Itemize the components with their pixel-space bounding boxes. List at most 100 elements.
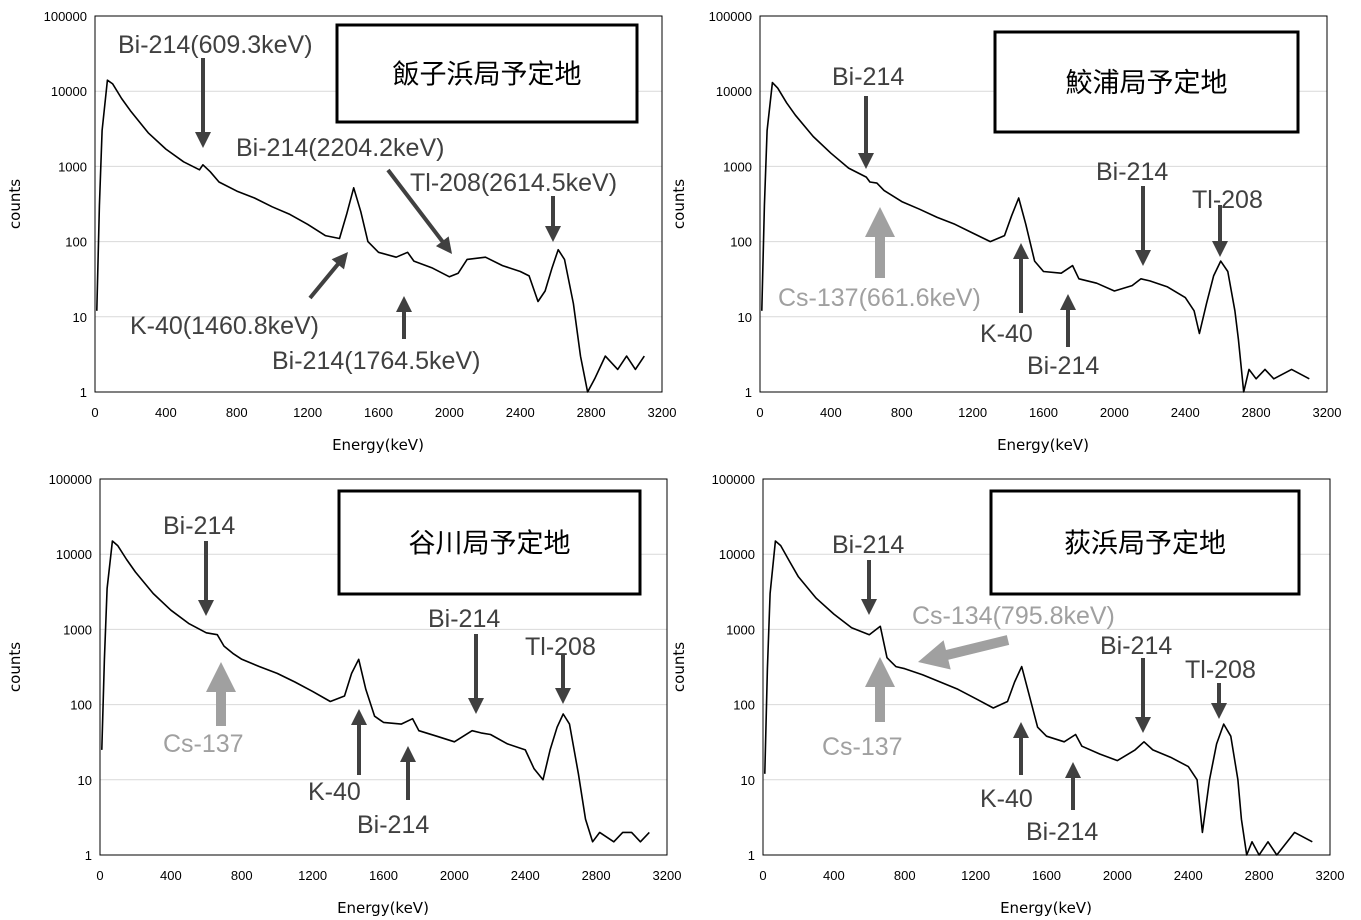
y-tick-label: 100000	[712, 472, 755, 487]
annotation-arrow-head	[1065, 762, 1081, 778]
annotation-arrow-head	[435, 236, 452, 254]
y-tick-label: 1000	[58, 159, 87, 174]
x-axis-label: Energy(keV)	[332, 436, 424, 454]
x-tick-label: 2000	[440, 868, 469, 883]
title-box	[335, 23, 639, 124]
title-box	[337, 489, 642, 596]
annotation-arrow-head	[1212, 241, 1228, 257]
y-tick-label: 1	[80, 385, 87, 400]
annotation-arrow-head	[1135, 717, 1151, 733]
y-tick-label: 100	[733, 698, 755, 713]
annotation-arrow-shaft	[308, 262, 340, 300]
annotation-arrow-head	[1135, 250, 1151, 266]
x-tick-label: 2000	[435, 405, 464, 420]
panel-title: 鮫浦局予定地	[1066, 68, 1228, 99]
peak-annotation-label: Cs-137(661.6keV)	[778, 284, 981, 312]
y-axis-label: counts	[6, 179, 24, 229]
annotation-arrow-head	[1013, 722, 1029, 738]
x-tick-label: 3200	[648, 405, 677, 420]
title-box	[993, 30, 1300, 134]
y-tick-label: 100	[730, 235, 752, 250]
y-tick-label: 10	[78, 773, 92, 788]
spectrum-line	[101, 540, 650, 843]
peak-annotation-label: Bi-214	[428, 605, 500, 633]
y-tick-label: 100	[70, 698, 92, 713]
x-tick-label: 400	[823, 868, 845, 883]
x-axis-label: Energy(keV)	[337, 899, 429, 917]
spectrum-line	[761, 81, 1310, 393]
annotation-arrow-head	[206, 662, 236, 692]
x-tick-label: 2400	[511, 868, 540, 883]
plot-frame	[759, 15, 1328, 393]
annotation-arrow-head	[545, 226, 561, 242]
x-tick-label: 1200	[293, 405, 322, 420]
peak-annotation-label: Bi-214	[163, 512, 235, 540]
x-tick-label: 1200	[298, 868, 327, 883]
annotation-arrow-head	[195, 132, 211, 148]
x-tick-label: 2400	[506, 405, 535, 420]
y-tick-label: 10000	[716, 84, 752, 99]
plot-frame	[99, 478, 668, 856]
peak-annotation-label: Bi-214	[832, 63, 904, 91]
x-tick-label: 2400	[1174, 868, 1203, 883]
peak-annotation-label: Bi-214	[1027, 352, 1099, 380]
x-tick-label: 3200	[1313, 405, 1342, 420]
plot-frame	[762, 478, 1331, 856]
title-box	[989, 489, 1301, 596]
y-tick-label: 100000	[44, 9, 87, 24]
spectrum-panel-4: 1 10 100 1000 10000 100000 0 400 800 1200 1600 2000…	[670, 472, 1344, 917]
spectrum-panel-1: 1 10 100 1000 10000 100000 0 400 800 1200 1600 2000…	[6, 9, 676, 454]
peak-annotation-label: Bi-214	[1026, 818, 1098, 846]
peak-annotation-label: Tl-208	[1192, 186, 1263, 214]
x-tick-label: 1600	[1029, 405, 1058, 420]
x-tick-label: 3200	[1316, 868, 1345, 883]
x-tick-label: 0	[759, 868, 766, 883]
peak-annotation-label: Bi-214(2204.2keV)	[236, 134, 444, 162]
x-tick-label: 2000	[1103, 868, 1132, 883]
x-tick-label: 1200	[961, 868, 990, 883]
annotation-arrow-head	[865, 657, 895, 687]
annotation-arrow-shaft	[386, 168, 445, 244]
annotation-arrow-shaft	[944, 635, 1010, 660]
x-tick-label: 2800	[577, 405, 606, 420]
x-tick-label: 2800	[582, 868, 611, 883]
peak-annotation-label: Bi-214	[1100, 632, 1172, 660]
x-tick-label: 1600	[1032, 868, 1061, 883]
y-tick-label: 10000	[719, 547, 755, 562]
annotation-arrow-head	[331, 252, 348, 270]
peak-annotation-label: Cs-137	[163, 730, 244, 758]
panel-title: 谷川局予定地	[409, 529, 571, 560]
peak-annotation-label: K-40	[980, 785, 1033, 813]
x-axis-label: Energy(keV)	[1000, 899, 1092, 917]
y-tick-label: 1	[745, 385, 752, 400]
x-tick-label: 2800	[1245, 868, 1274, 883]
spectrum-panel-2: 1 10 100 1000 10000 100000 0 400 800 1200 1600 2000…	[670, 9, 1341, 454]
y-axis-label: counts	[670, 642, 688, 692]
x-tick-label: 800	[894, 868, 916, 883]
peak-annotation-label: K-40	[980, 320, 1033, 348]
y-tick-label: 10000	[56, 547, 92, 562]
peak-annotation-label: K-40	[308, 778, 361, 806]
y-tick-label: 100	[65, 235, 87, 250]
y-tick-label: 10	[741, 773, 755, 788]
annotation-arrow-head	[555, 688, 571, 704]
x-tick-label: 800	[231, 868, 253, 883]
y-tick-label: 100000	[49, 472, 92, 487]
y-tick-label: 1000	[726, 622, 755, 637]
y-tick-label: 10000	[51, 84, 87, 99]
y-tick-label: 1000	[723, 159, 752, 174]
annotation-arrow-head	[1211, 703, 1227, 719]
peak-annotation-label: Bi-214(1764.5keV)	[272, 347, 480, 375]
annotation-arrow-head	[858, 153, 874, 169]
annotation-arrow-head	[1060, 294, 1076, 310]
annotation-arrow-head	[1013, 243, 1029, 259]
x-tick-label: 400	[160, 868, 182, 883]
peak-annotation-label: Tl-208	[525, 633, 596, 661]
y-tick-label: 1	[85, 848, 92, 863]
annotation-arrow-head	[351, 709, 367, 725]
x-tick-label: 2400	[1171, 405, 1200, 420]
annotation-arrow-head	[861, 599, 877, 615]
spectrum-line	[764, 540, 1313, 856]
x-tick-label: 800	[226, 405, 248, 420]
